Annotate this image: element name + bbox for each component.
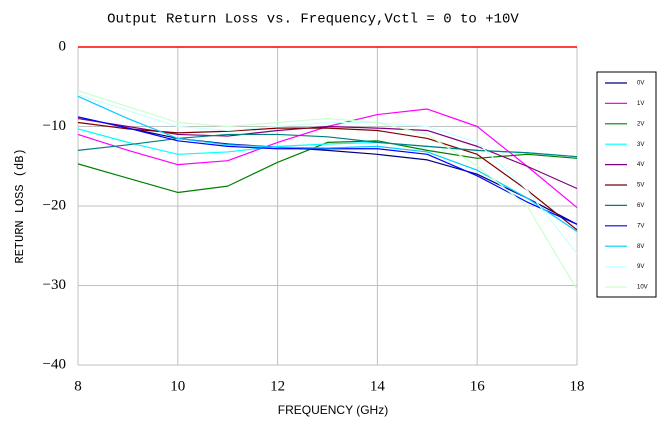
legend-label: 8V <box>637 244 644 250</box>
series-line <box>77 116 578 225</box>
y-tick-label: −20 <box>43 197 66 213</box>
legend-label: 0V <box>637 81 644 87</box>
x-tick-label: 16 <box>470 378 486 394</box>
chart-title: Output Return Loss vs. Frequency,Vctl = … <box>107 12 519 28</box>
legend-label: 1V <box>637 101 644 107</box>
legend-label: 2V <box>637 121 644 127</box>
x-tick-label: 12 <box>270 378 285 394</box>
series-line <box>77 140 578 194</box>
y-axis-label: RETURN LOSS (dB) <box>13 148 27 263</box>
x-tick-label: 14 <box>370 378 386 394</box>
series-line <box>77 90 578 290</box>
legend-label: 10V <box>637 285 648 291</box>
y-tick-label: −30 <box>43 277 66 293</box>
legend-label: 9V <box>637 264 644 270</box>
legend-label: 4V <box>637 162 644 168</box>
x-tick-label: 10 <box>170 378 185 394</box>
legend-label: 6V <box>637 203 644 209</box>
legend-label: 5V <box>637 183 644 189</box>
x-tick-label: 8 <box>74 378 82 394</box>
lines <box>77 90 578 290</box>
x-axis-label: FREQUENCY (GHz) <box>278 403 388 417</box>
series-line <box>77 94 578 255</box>
grid <box>77 46 578 366</box>
x-tick-label: 18 <box>570 378 585 394</box>
series-line <box>77 116 578 225</box>
legend-label: 7V <box>637 223 644 229</box>
y-tick-label: 0 <box>59 38 67 54</box>
series-line <box>77 95 578 232</box>
legend-label: 3V <box>637 142 644 148</box>
y-tick-label: −40 <box>43 356 66 372</box>
legend: 0V 1V 2V 3V 4V 5V 6V 7V 8V 9V 10V <box>605 81 648 291</box>
series-line <box>77 108 578 209</box>
series-line <box>77 133 578 158</box>
y-tick-label: −10 <box>43 118 66 134</box>
series-line <box>77 121 578 231</box>
